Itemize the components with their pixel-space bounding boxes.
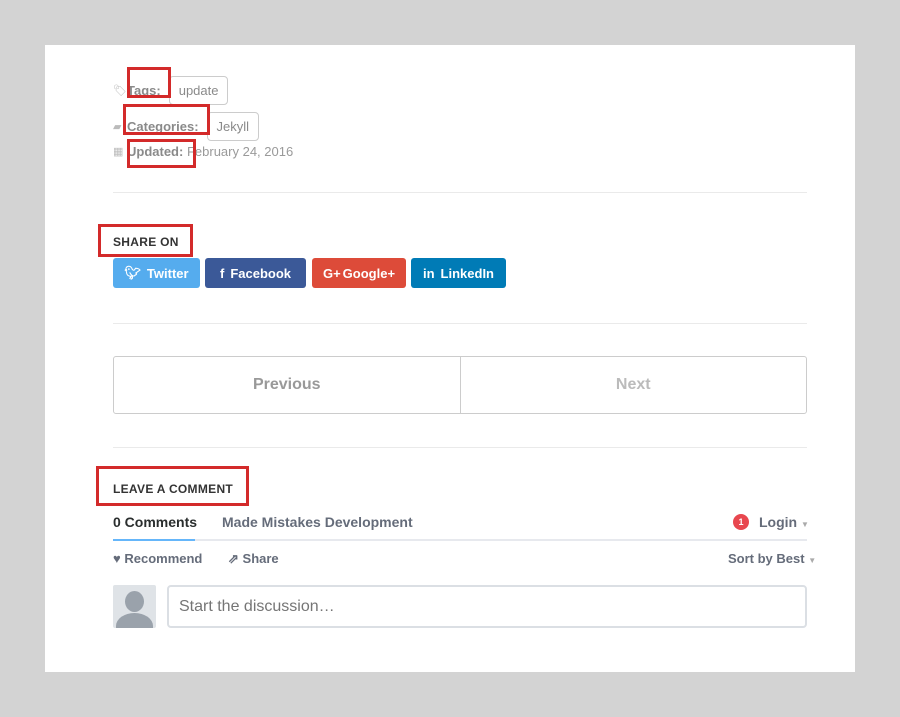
facebook-label: Facebook [230, 265, 292, 281]
comments-heading: LEAVE A COMMENT [113, 482, 234, 496]
divider [113, 192, 807, 193]
updated-label: Updated: [127, 144, 184, 159]
avatar [113, 585, 156, 628]
googleplus-share-button[interactable]: G+ Google+ [312, 258, 406, 288]
heart-icon: ♥ [113, 551, 121, 566]
category-link[interactable]: Jekyll [206, 112, 260, 141]
notification-badge[interactable]: 1 [733, 514, 749, 530]
chevron-down-icon: ▼ [808, 556, 817, 565]
tab-bar-line [113, 539, 807, 541]
tag-icon: 🏷 [113, 85, 127, 97]
annotation-box [96, 466, 249, 506]
twitter-icon: 🐦︎ [124, 265, 141, 280]
annotation-box [127, 67, 171, 98]
updated-row: ▦ Updated: February 24, 2016 [113, 144, 293, 159]
googleplus-label: Google+ [342, 265, 396, 281]
community-tab[interactable]: Made Mistakes Development [222, 514, 413, 530]
recommend-label: Recommend [124, 551, 203, 566]
linkedin-share-button[interactable]: in LinkedIn [411, 258, 506, 288]
share-thread-button[interactable]: ⇗ Share [228, 551, 279, 567]
divider [113, 323, 807, 324]
folder-icon: ▰ [113, 121, 122, 133]
comment-input[interactable] [167, 585, 807, 628]
page-card [45, 45, 855, 672]
linkedin-icon: in [422, 265, 435, 281]
next-button[interactable]: Next [459, 357, 807, 413]
login-menu[interactable]: Login ▼ [759, 514, 809, 530]
calendar-icon: ▦ [113, 146, 124, 158]
linkedin-label: LinkedIn [440, 265, 494, 281]
sort-dropdown[interactable]: Sort by Best ▼ [728, 551, 816, 566]
annotation-box [127, 139, 196, 168]
previous-button[interactable]: Previous [252, 376, 321, 393]
tags-label: Tags: [127, 83, 161, 98]
recommend-button[interactable]: ♥ Recommend [113, 551, 202, 566]
sort-label: Sort by Best [728, 551, 805, 566]
divider [113, 447, 807, 448]
tags-row: 🏷 Tags: update [113, 76, 229, 105]
share-icon: ⇗ [228, 551, 239, 566]
post-pagination: Previous Next [113, 356, 807, 414]
facebook-share-button[interactable]: f Facebook [205, 258, 306, 288]
google-plus-icon: G+ [322, 265, 341, 281]
chevron-down-icon: ▼ [801, 520, 809, 529]
annotation-box [123, 104, 210, 135]
tag-link[interactable]: update [168, 76, 229, 105]
twitter-label: Twitter [146, 265, 189, 281]
share-heading: SHARE ON [113, 235, 179, 249]
facebook-icon: f [219, 265, 225, 281]
categories-label: Categories: [127, 119, 199, 134]
annotation-box [98, 224, 193, 257]
share-label: Share [242, 551, 279, 566]
updated-date: February 24, 2016 [186, 144, 294, 159]
twitter-share-button[interactable]: 🐦︎ Twitter [113, 258, 200, 288]
comments-count-tab[interactable]: 0 Comments [113, 514, 198, 530]
active-tab-indicator [113, 539, 195, 541]
login-label: Login [759, 514, 798, 530]
